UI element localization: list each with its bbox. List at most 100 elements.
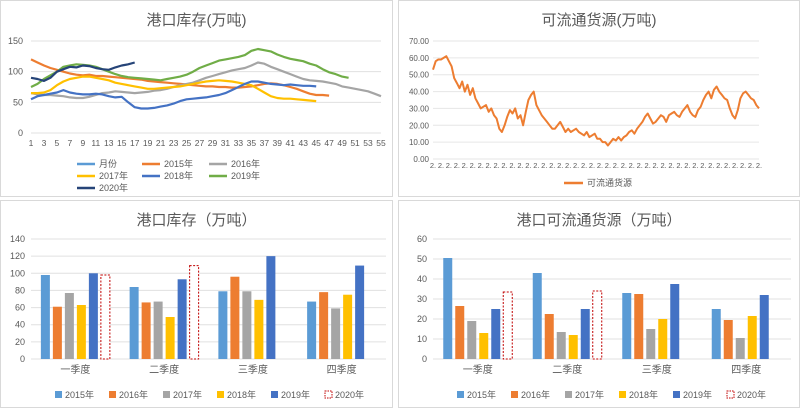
bar-2019年-四季度 <box>759 295 769 359</box>
circulating-supply-chart-panel: 可流通货源(万吨) 0.00 10.00 20.00 30.00 40.00 50.00 6… <box>398 0 800 197</box>
x-tick-label: 2. <box>732 161 738 170</box>
bar-2015年-四季度 <box>307 301 317 359</box>
x-tick-label: 7 <box>68 138 73 148</box>
x-tick-label: 13 <box>104 138 114 148</box>
x-tick-label: 2. <box>454 161 460 170</box>
x-tick-label: 2. <box>637 161 643 170</box>
y-tick-label: 50.00 <box>409 71 430 80</box>
circulating-supply-line-chart: 0.00 10.00 20.00 30.00 40.00 50.00 60.00 70.00 2… <box>409 37 762 188</box>
bar-2015年-四季度 <box>711 309 721 359</box>
bar-2017年-四季度 <box>735 338 745 359</box>
bar-2018年-二季度 <box>165 317 175 359</box>
x-tick-label: 2. <box>748 161 754 170</box>
chart-title: 港口库存(万吨) <box>146 12 247 29</box>
legend-label: 2017年 <box>575 389 604 400</box>
legend-swatch <box>163 391 170 398</box>
x-tick-label: 2. <box>700 161 706 170</box>
series-line-2017年 <box>31 75 317 103</box>
bar-2018年-一季度 <box>479 333 489 359</box>
x-tick-label: 2. <box>438 161 444 170</box>
series-line-2016年 <box>30 61 382 100</box>
bar-2015年-一季度 <box>40 275 50 359</box>
x-tick-label: 2. <box>462 161 468 170</box>
x-tick-label: 2. <box>493 161 499 170</box>
y-tick-label: 20 <box>417 314 427 324</box>
x-tick-label: 2. <box>525 161 531 170</box>
legend-swatch <box>673 391 680 398</box>
x-tick-label: 2. <box>478 161 484 170</box>
x-tick-label: 2. <box>533 161 539 170</box>
legend-label: 2020年 <box>335 389 364 400</box>
y-tick-label: 60 <box>15 303 25 313</box>
series-line-2019年 <box>30 47 349 88</box>
bar-2019年-三季度 <box>266 256 276 359</box>
x-category-label: 二季度 <box>149 363 179 376</box>
legend-label: 月份 <box>99 158 117 169</box>
y-tick-label: 0 <box>20 354 25 364</box>
y-tick-label: 30 <box>417 294 427 304</box>
bar-2017年-四季度 <box>331 308 341 359</box>
x-tick-label: 19 <box>143 138 153 148</box>
legend-swatch <box>457 391 464 398</box>
legend-label: 2016年 <box>119 389 148 400</box>
legend-swatch <box>726 390 735 399</box>
bar-2018年-三季度 <box>254 299 264 359</box>
legend-label: 2015年 <box>164 158 193 169</box>
bar-2016年-三季度 <box>230 276 240 359</box>
x-tick-label: 2. <box>509 161 515 170</box>
legend-label: 2020年 <box>737 389 766 400</box>
legend-label: 可流通货源 <box>587 177 632 188</box>
y-tick-label: 40 <box>15 320 25 330</box>
inventory-bar-chart-panel: 港口库存（万吨） 0 20 40 60 80 100 120 140 一季度 二季度 三季度 四季度 2… <box>0 200 393 408</box>
legend-label: 2015年 <box>65 389 94 400</box>
bar-2019年-二季度 <box>580 309 590 359</box>
y-tick-label: 30.00 <box>409 104 430 113</box>
x-category-label: 四季度 <box>327 363 357 376</box>
bar-2017年-二季度 <box>556 332 566 359</box>
bar-2018年-一季度 <box>76 305 86 359</box>
x-tick-label: 55 <box>376 138 386 148</box>
x-tick-label: 2. <box>597 161 603 170</box>
x-tick-label: 2. <box>676 161 682 170</box>
bar-2015年-二季度 <box>532 273 542 359</box>
bar-2020年-一季度 <box>502 291 513 360</box>
legend-label: 2017年 <box>173 389 202 400</box>
x-tick-label: 51 <box>350 138 360 148</box>
y-tick-label: 0 <box>18 128 23 138</box>
x-tick-label: 29 <box>208 138 218 148</box>
x-category-label: 一季度 <box>463 363 493 376</box>
y-tick-label: 40.00 <box>409 88 430 97</box>
x-tick-label: 25 <box>182 138 192 148</box>
bar-2016年-二季度 <box>141 302 151 359</box>
x-tick-label: 5 <box>55 138 60 148</box>
x-tick-label: 2. <box>589 161 595 170</box>
x-tick-label: 9 <box>80 138 85 148</box>
x-tick-label: 11 <box>91 138 100 148</box>
legend-label: 2019年 <box>231 170 260 181</box>
x-category-label: 三季度 <box>642 363 672 376</box>
bar-2015年-三季度 <box>218 291 228 359</box>
bar-2017年-二季度 <box>153 301 163 359</box>
x-tick-label: 17 <box>130 138 140 148</box>
x-tick-label: 2. <box>684 161 690 170</box>
y-tick-label: 20.00 <box>409 121 430 130</box>
legend-label: 2019年 <box>281 389 310 400</box>
bar-2016年-四季度 <box>723 320 733 359</box>
x-tick-label: 2. <box>740 161 746 170</box>
legend-swatch <box>565 391 572 398</box>
x-tick-label: 2. <box>541 161 547 170</box>
x-tick-label: 2. <box>605 161 611 170</box>
x-category-label: 一季度 <box>60 363 90 376</box>
x-tick-label: 2. <box>724 161 730 170</box>
y-tick-label: 40 <box>417 274 427 284</box>
x-tick-label: 2. <box>629 161 635 170</box>
bar-2015年-二季度 <box>129 287 139 359</box>
x-category-label: 四季度 <box>731 363 761 376</box>
legend-label: 2016年 <box>231 158 260 169</box>
x-tick-label: 2. <box>549 161 555 170</box>
bar-2015年-一季度 <box>443 258 453 359</box>
legend-label: 2019年 <box>683 389 712 400</box>
bar-2018年-四季度 <box>343 294 353 359</box>
x-tick-label: 2. <box>692 161 698 170</box>
